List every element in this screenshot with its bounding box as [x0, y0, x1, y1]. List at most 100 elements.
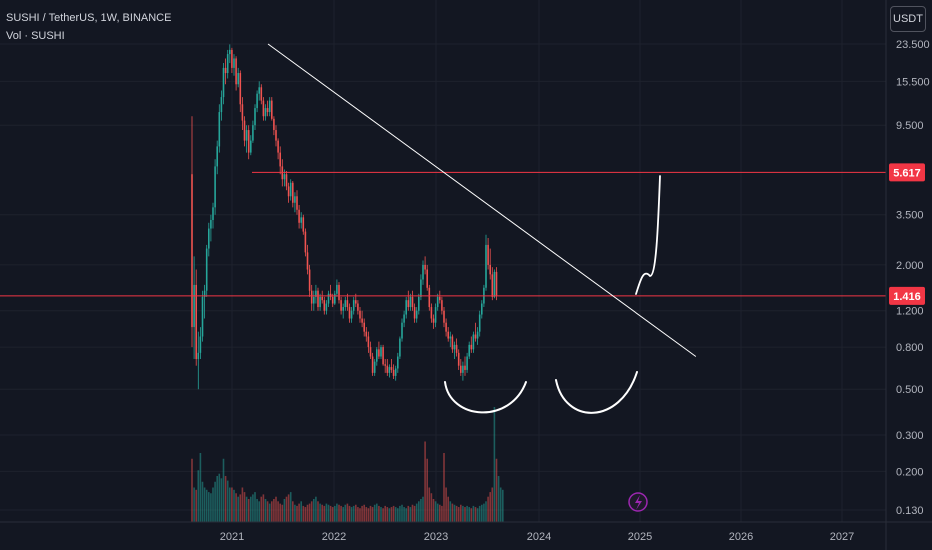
volume-bar — [476, 508, 479, 522]
volume-bar — [460, 504, 462, 522]
volume-bar — [292, 501, 294, 522]
y-tick-label: 3.500 — [896, 210, 924, 222]
currency-button[interactable]: USDT — [890, 6, 926, 32]
volume-bar — [294, 504, 296, 522]
volume-bar — [409, 507, 412, 522]
chart-drawings[interactable] — [0, 43, 886, 414]
volume-bar — [203, 487, 206, 522]
volume-bar — [474, 507, 477, 522]
candle-body — [197, 352, 200, 360]
candle-body — [268, 100, 271, 113]
candle-body — [298, 209, 300, 223]
candle-body — [420, 279, 422, 297]
volume-bar — [260, 496, 263, 522]
volume-bar — [495, 458, 498, 522]
candle-body — [432, 318, 435, 323]
candle-body — [481, 303, 483, 315]
volume-bar — [462, 505, 464, 522]
volume-bar — [384, 505, 386, 522]
volume-bar — [502, 489, 504, 522]
price-label-text: 5.617 — [893, 167, 921, 179]
candle-body — [325, 303, 328, 311]
x-tick-label: 2026 — [729, 531, 753, 543]
price-label-box — [889, 163, 925, 182]
candle-body — [283, 174, 286, 180]
volume-bar — [373, 504, 376, 522]
candle-body — [275, 130, 277, 141]
volume-bar — [222, 458, 225, 522]
candle-body — [260, 87, 263, 101]
candle-body — [390, 367, 393, 370]
volume-bar — [256, 499, 258, 522]
candle-body — [220, 97, 223, 113]
candle-body — [373, 361, 376, 373]
candle-body — [470, 344, 473, 350]
volume-bar — [283, 499, 286, 522]
volume-bar — [487, 496, 489, 522]
candle-body — [352, 300, 355, 311]
candle-body — [478, 314, 481, 332]
candle-body — [279, 152, 281, 167]
volume-bar — [268, 503, 271, 522]
candle-body — [237, 73, 239, 85]
candle-body — [262, 100, 265, 117]
volume-bar — [336, 503, 338, 522]
volume-bar — [483, 503, 485, 522]
candle-body — [468, 344, 470, 357]
candle-body — [300, 217, 302, 223]
candle-body — [235, 58, 237, 85]
volume-bar — [413, 505, 416, 522]
candle-body — [313, 296, 315, 304]
volume-bar — [430, 493, 433, 522]
volume-bar — [378, 505, 380, 522]
volume-bar — [296, 505, 298, 522]
candle-body — [371, 356, 374, 373]
candle-body — [447, 331, 449, 339]
price-axis[interactable]: 23.500 15.500 9.500 3.500 2.000 1.200 0.800 0.5… — [885, 0, 930, 550]
volume-bar — [239, 494, 242, 522]
volume-bar — [241, 487, 244, 522]
lightning-bolt-icon[interactable] — [628, 492, 648, 512]
candle-body — [212, 207, 214, 221]
candle-body — [489, 264, 491, 275]
candle-body — [310, 290, 313, 304]
x-tick-label: 2025 — [628, 531, 652, 543]
candle-body — [365, 331, 368, 337]
candle-body — [436, 296, 439, 308]
candle-body — [453, 344, 456, 350]
x-tick-label: 2022 — [322, 531, 346, 543]
candle-body — [195, 284, 197, 360]
volume-bar — [443, 453, 445, 522]
candle-body — [218, 112, 221, 147]
volume-bar — [386, 507, 389, 522]
volume-bar — [405, 508, 407, 522]
candle-body — [422, 264, 424, 280]
volume-bar — [245, 496, 248, 522]
candle-body — [405, 300, 407, 315]
candle-body — [399, 338, 401, 357]
volume-bar — [201, 481, 204, 522]
candle-body — [430, 307, 433, 319]
candle-body — [264, 108, 267, 117]
volume-bar — [441, 505, 443, 522]
volume-bar — [493, 407, 496, 522]
volume-bar — [208, 492, 210, 522]
candle-body — [376, 349, 378, 362]
volume-bar — [447, 496, 449, 522]
candle-body — [245, 130, 248, 141]
volume-bar — [247, 499, 250, 522]
volume-legend: Vol · SUSHI — [6, 30, 65, 42]
candle-body — [304, 231, 307, 253]
candle-body — [394, 368, 397, 376]
volume-bar — [392, 505, 395, 522]
candle-body — [229, 49, 231, 55]
volume-bar — [352, 505, 355, 522]
candle-body — [487, 244, 489, 265]
volume-bar — [428, 487, 431, 522]
candle-body — [273, 118, 275, 131]
candle-body — [485, 244, 487, 288]
time-axis[interactable]: 2021 2022 2023 2024 2025 2026 2027 — [0, 521, 932, 543]
volume-bar — [361, 505, 363, 522]
